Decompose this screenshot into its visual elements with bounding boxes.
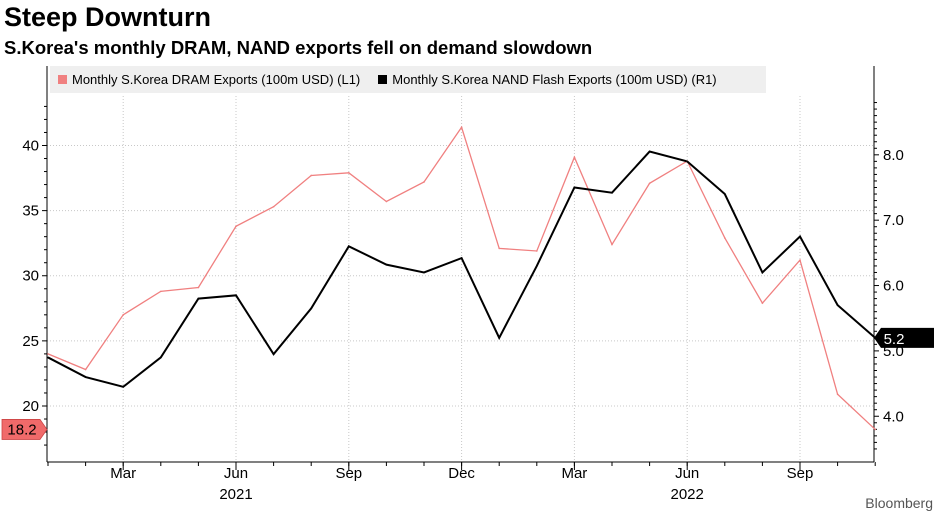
x-axis-tick-label: Dec [448,465,475,482]
data-point-dram [611,243,613,246]
chart-subtitle: S.Korea's monthly DRAM, NAND exports fel… [4,37,593,58]
x-axis-tick-label: Mar [561,465,587,482]
data-point-nand [724,193,726,195]
x-axis-tick-label: Sep [335,465,362,482]
right-axis-tick-label: 7.0 [883,212,904,229]
right-axis-tick-label: 5.0 [883,343,904,360]
data-point-dram [460,126,463,129]
data-point-nand [348,245,350,248]
series-line-dram [47,125,876,430]
data-point-nand [423,271,425,274]
left-axis-tick-label: 35 [22,203,39,220]
data-point-nand [310,307,313,310]
x-axis-tick-label: Jun [675,465,699,482]
chart-title: Steep Downturn [4,2,211,32]
data-point-nand [686,160,688,163]
chart-legend: Monthly S.Korea DRAM Exports (100m USD) … [50,66,766,93]
left-axis-tick-label: 30 [22,268,39,285]
data-point-nand [648,150,651,153]
data-point-dram [197,286,200,289]
data-point-dram [686,160,688,162]
x-axis-tick-label: Mar [110,465,136,482]
data-point-dram [235,225,237,228]
data-point-dram [536,250,538,252]
right-axis-tick-label: 8.0 [883,147,904,164]
data-point-dram [799,259,801,261]
data-point-nand [47,356,49,359]
data-point-nand [385,263,388,266]
legend-label-nand: Monthly S.Korea NAND Flash Exports (100m… [392,72,717,87]
data-point-dram [874,428,876,431]
data-point-dram [84,368,87,371]
data-point-dram [724,237,726,239]
data-point-dram [310,174,313,177]
x-axis-year-label: 2022 [671,486,704,503]
legend-item-nand: Monthly S.Korea NAND Flash Exports (100m… [378,72,717,87]
series-line-nand [47,150,876,388]
data-point-dram [348,172,350,174]
data-point-nand [799,235,801,238]
data-point-nand [160,356,162,359]
data-point-dram [122,314,124,316]
legend-swatch-nand [378,75,388,84]
data-point-nand [197,297,200,300]
data-point-nand [536,265,538,267]
data-point-dram [648,182,651,185]
x-axis-tick-label: Jun [224,465,248,482]
data-point-nand [235,294,237,297]
data-point-nand [498,337,501,339]
data-point-dram [761,302,764,304]
left-axis-tick-label: 20 [22,398,39,415]
data-point-nand [84,376,87,378]
last-value-label-dram: 18.2 [7,421,36,438]
data-point-nand [573,186,576,189]
source-credit: Bloomberg [865,495,933,511]
data-point-nand [874,337,876,339]
data-point-dram [272,205,275,208]
data-point-nand [460,257,463,259]
legend-item-dram: Monthly S.Korea DRAM Exports (100m USD) … [58,72,360,87]
legend-label-dram: Monthly S.Korea DRAM Exports (100m USD) … [72,72,361,87]
data-point-nand [122,386,124,388]
x-axis-year-label: 2021 [219,486,252,503]
left-axis-tick-label: 25 [22,333,39,350]
last-value-label-nand: 5.2 [884,331,905,348]
x-axis-tick-label: Sep [787,465,814,482]
data-point-nand [272,353,275,355]
data-point-dram [498,247,501,250]
data-point-dram [385,200,388,203]
data-point-dram [836,393,839,396]
data-point-dram [573,156,576,159]
right-axis-tick-label: 6.0 [883,278,904,295]
data-point-dram [423,181,425,183]
left-axis-tick-label: 40 [22,137,39,154]
last-value-badge-nand [874,327,934,348]
last-value-badge-dram [1,419,48,440]
data-point-dram [160,290,162,293]
legend-swatch-dram [58,75,67,84]
data-point-nand [836,304,839,306]
data-point-nand [611,191,613,194]
right-axis-tick-label: 4.0 [883,408,904,425]
data-point-dram [47,353,49,355]
data-point-nand [761,271,764,274]
